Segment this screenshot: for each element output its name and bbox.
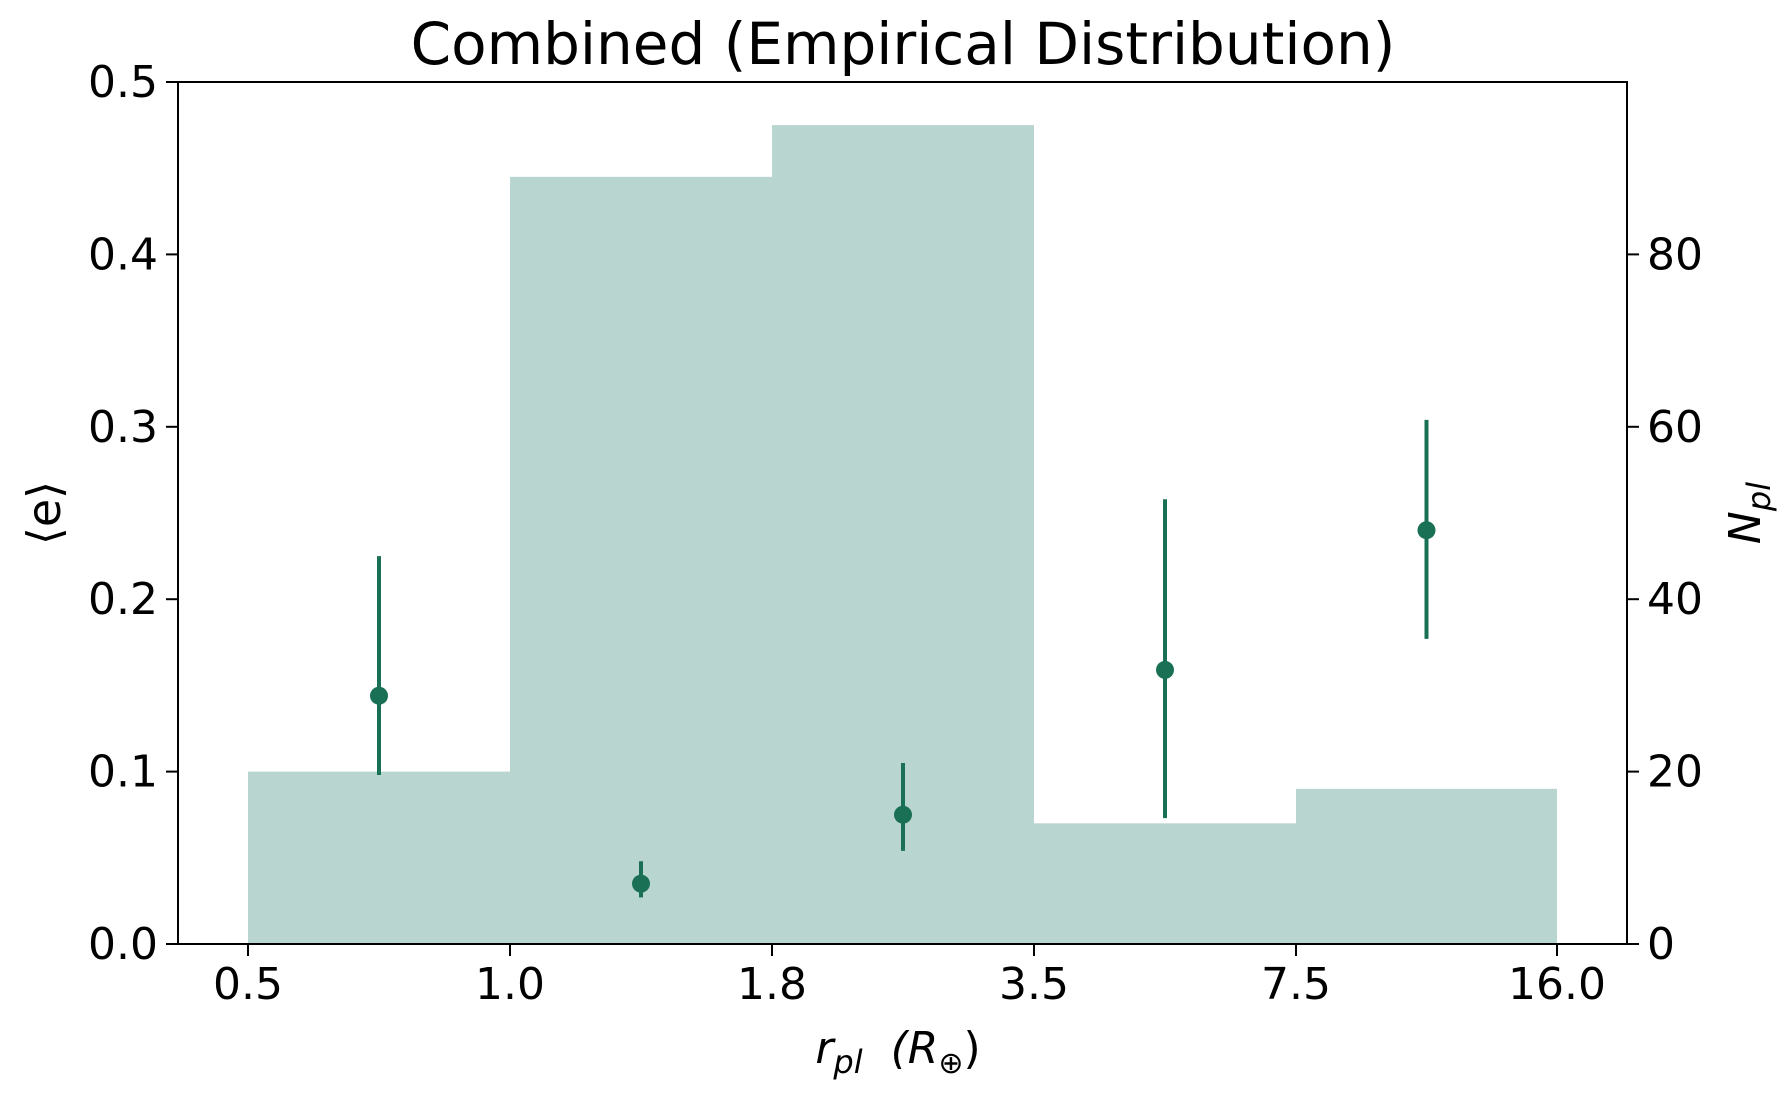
data-point: [632, 874, 650, 893]
right-y-axis-ticks: 0 20 40 60 80: [1627, 229, 1703, 970]
histogram-bar: [1296, 788, 1557, 944]
left-y-tick-label: 0.4: [88, 229, 158, 280]
x-axis-label-main: r: [815, 1023, 836, 1074]
data-point: [370, 686, 388, 705]
x-axis-label: rpl (R⊕): [815, 1023, 980, 1081]
x-axis-ticks: 0.5 1.0 1.8 3.5 7.5 16.0: [213, 944, 1606, 1010]
left-y-tick-label: 0.2: [88, 574, 158, 625]
right-y-tick-label: 20: [1647, 747, 1703, 798]
x-axis-label-sub: pl: [832, 1043, 862, 1081]
plot-frame: [177, 81, 1628, 945]
left-y-tick-label: 0.5: [88, 57, 158, 108]
x-tick-label: 1.0: [475, 959, 545, 1010]
x-axis-label-unit-close: ): [964, 1023, 981, 1074]
histogram-bar: [510, 176, 772, 944]
data-point: [1417, 521, 1436, 540]
x-tick-label: 0.5: [213, 959, 283, 1010]
right-y-tick-label: 60: [1647, 402, 1703, 453]
left-y-tick-label: 0.0: [88, 919, 158, 970]
chart-title: Combined (Empirical Distribution): [411, 10, 1396, 78]
x-axis-label-unit-open: (R: [891, 1023, 939, 1074]
left-y-axis-ticks: 0.0 0.1 0.2 0.3 0.4 0.5: [88, 57, 178, 970]
right-y-axis-label: Npl: [1720, 482, 1778, 544]
right-y-tick-label: 80: [1647, 229, 1703, 280]
right-y-axis-label-sub: pl: [1740, 482, 1778, 512]
histogram-bar: [248, 771, 510, 944]
histogram-bar: [1034, 823, 1296, 944]
x-tick-label: 16.0: [1508, 959, 1606, 1010]
error-bars: [370, 419, 1436, 898]
x-tick-label: 7.5: [1261, 959, 1331, 1010]
data-point: [894, 805, 912, 824]
left-y-tick-label: 0.3: [88, 402, 158, 453]
right-y-axis-label-main: N: [1720, 511, 1771, 544]
x-tick-label: 1.8: [737, 959, 807, 1010]
right-y-tick-label: 40: [1647, 574, 1703, 625]
left-y-tick-label: 0.1: [88, 747, 158, 798]
left-y-axis-label: ⟨e⟩: [17, 481, 71, 545]
x-tick-label: 3.5: [999, 959, 1069, 1010]
data-point: [1156, 660, 1174, 679]
x-axis-label-unit-symbol: ⊕: [938, 1046, 963, 1081]
right-y-tick-label: 0: [1647, 919, 1675, 970]
histogram-bars: [248, 125, 1557, 945]
